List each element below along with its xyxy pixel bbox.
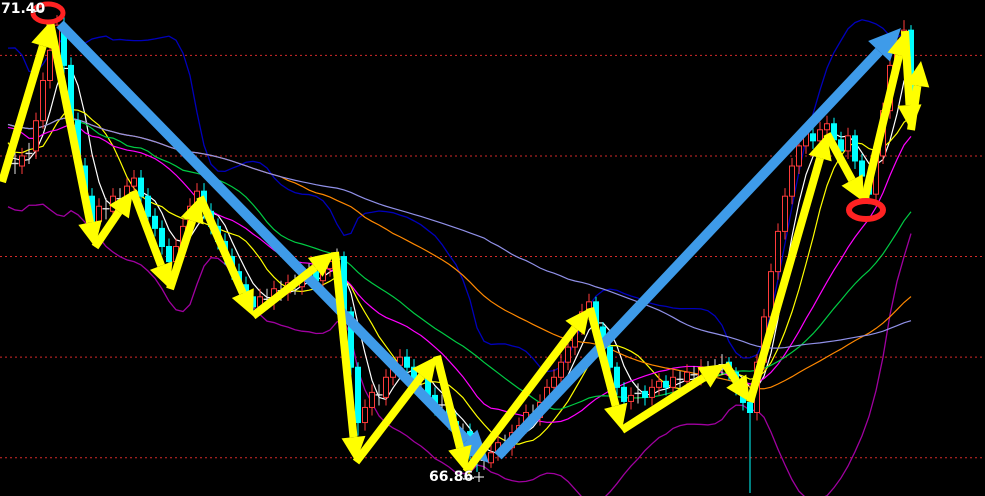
label-connector-marks: [31, 9, 484, 482]
candles: [4, 15, 914, 493]
low-price-label: 66.86: [429, 469, 474, 485]
red-oval-annotations: [30, 1, 886, 222]
yellow-zigzag-arrows: [0, 21, 930, 475]
high-price-label: 71.40: [1, 1, 46, 17]
